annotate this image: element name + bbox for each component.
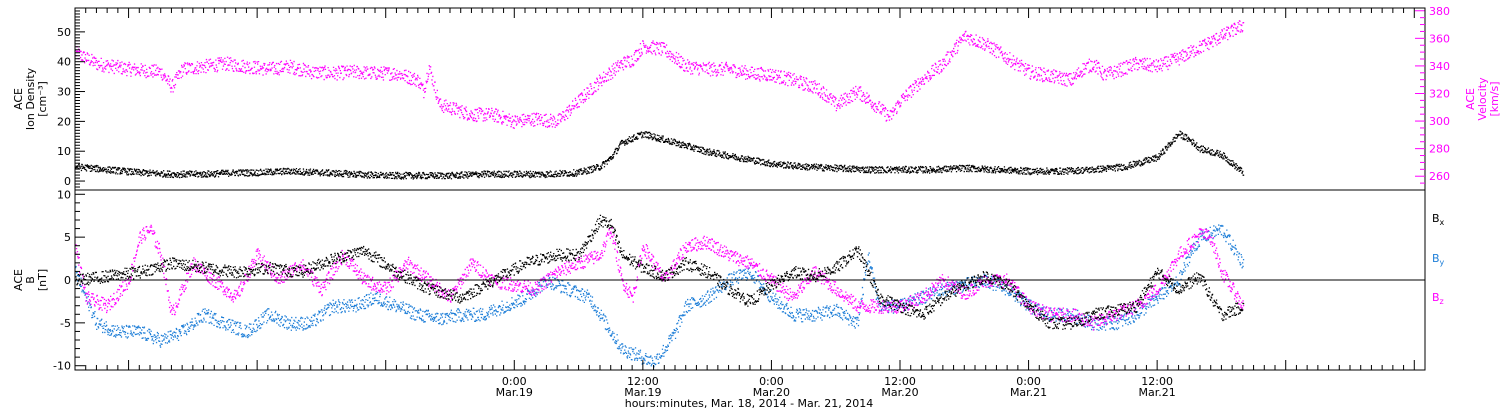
x-tick-label-time: 0:00 [759,375,784,388]
svg-text:Bz: Bz [1432,291,1444,306]
top-right-tick-label: 300 [1429,115,1450,128]
legend-bx-sub: x [1440,218,1445,227]
top-left-axis-title-2: Ion Density [24,67,37,130]
top-left-tick-label: 50 [57,26,71,39]
bx-series [75,214,1245,330]
legend-by-base: B [1432,252,1440,265]
bottom-left-tick-label: 10 [57,188,71,201]
bottom-axis-title-2: B [24,276,37,284]
bottom-left-tick-label: 5 [64,231,71,244]
top-left-tick-label: 30 [57,86,71,99]
x-tick-label-date: Mar.21 [1139,386,1176,399]
x-tick-label-time: 0:00 [502,375,527,388]
legend-bz-base: B [1432,291,1440,304]
top-panel-data [75,20,1245,180]
legend-by-sub: y [1440,258,1445,267]
velocity-series [75,20,1245,129]
legend-bx: Bx [1432,212,1445,227]
x-tick-label-time: 0:00 [1016,375,1041,388]
top-left-axis-title-1: ACE [12,88,25,110]
top-left-tick-label: 0 [64,175,71,188]
axes: 01020304050260280300320340360380-10-5051… [53,5,1450,399]
by-series [75,224,1245,368]
x-tick-label-time: 12:00 [627,375,659,388]
bottom-left-tick-label: 0 [64,274,71,287]
top-panel-frame [74,7,1426,191]
x-tick-label-date: Mar.21 [1010,386,1047,399]
top-right-axis-title-1: ACE [1464,88,1477,110]
bottom-left-tick-label: -5 [60,317,71,330]
x-tick-label-time: 12:00 [884,375,916,388]
x-tick-label-time: 12:00 [1141,375,1173,388]
top-right-tick-label: 380 [1429,5,1450,18]
top-left-axis-title-3: [cm⁻³] [36,81,49,117]
legend-bx-base: B [1432,212,1440,225]
x-tick-label-date: Mar.19 [496,386,533,399]
density-series [75,130,1245,180]
top-left-tick-label: 40 [57,56,71,69]
top-right-tick-label: 340 [1429,60,1450,73]
legend-bz: Bz [1432,291,1444,306]
legend-by: By [1432,252,1445,267]
top-right-tick-label: 280 [1429,143,1450,156]
top-right-axis-title-3: [km/s] [1488,81,1500,116]
legend-bz-sub: z [1440,297,1444,306]
svg-text:By: By [1432,252,1445,267]
top-right-tick-label: 260 [1429,170,1450,183]
x-tick-label-date: Mar.19 [624,386,661,399]
top-right-tick-label: 360 [1429,32,1450,45]
top-right-tick-label: 320 [1429,87,1450,100]
bottom-left-tick-label: -10 [53,360,71,373]
bottom-axis-title-3: [nT] [36,269,49,291]
x-tick-label-date: Mar.20 [881,386,918,399]
x-axis-title: hours:minutes, Mar. 18, 2014 - Mar. 21, … [625,397,874,410]
top-left-tick-label: 10 [57,145,71,158]
top-right-axis-title-2: Velocity [1476,77,1489,121]
bottom-panel-data [75,214,1245,368]
bottom-axis-title-1: ACE [12,269,25,291]
svg-text:Bx: Bx [1432,212,1445,227]
x-tick-label-date: Mar.20 [753,386,790,399]
top-left-tick-label: 20 [57,115,71,128]
